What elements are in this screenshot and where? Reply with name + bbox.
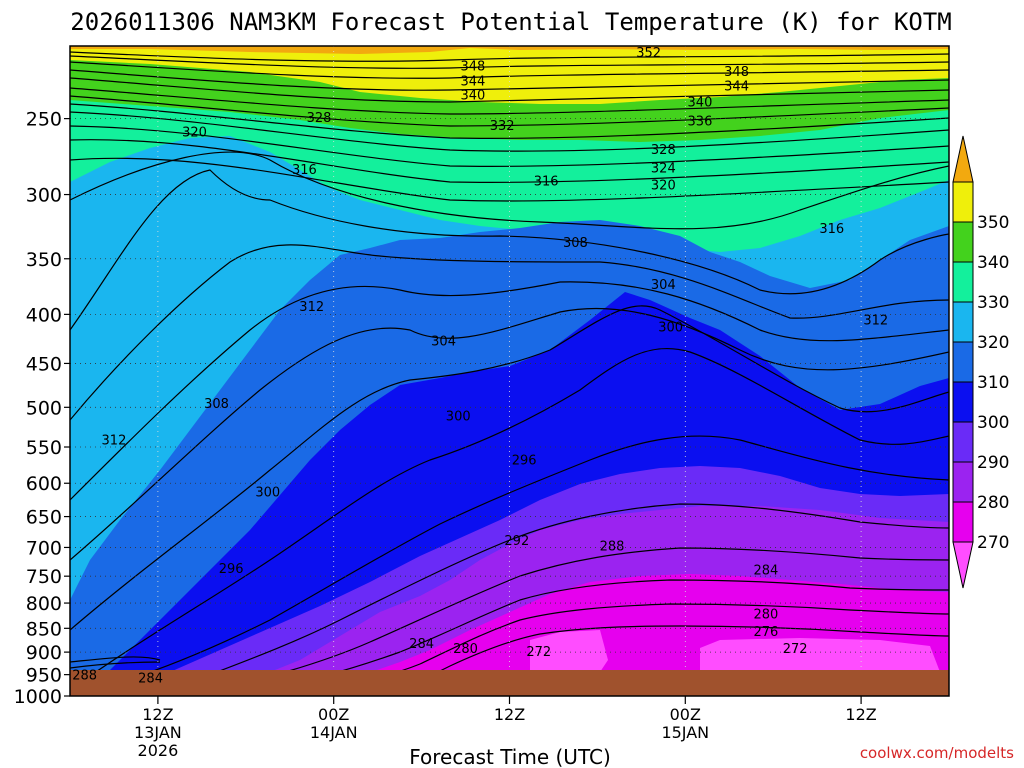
contour-label: 336 bbox=[688, 114, 713, 129]
colorbar-segment bbox=[952, 301, 974, 343]
y-tick-label: 600 bbox=[26, 473, 62, 495]
contour-label: 272 bbox=[783, 642, 808, 657]
colorbar-tick-label: 310 bbox=[977, 373, 1009, 393]
x-tick-label: 00Z bbox=[670, 705, 701, 724]
pressure-axis: 2503003504004505005506006507007508008509… bbox=[14, 109, 70, 708]
contour-label: 292 bbox=[504, 534, 529, 549]
colorbar-tick-label: 290 bbox=[977, 453, 1009, 473]
temperature-colorbar: 270 280 290 300 310 320 330 340 350 bbox=[952, 135, 1009, 589]
contour-label: 284 bbox=[409, 637, 434, 652]
x-tick-label: 12Z bbox=[845, 705, 876, 724]
y-tick-label: 700 bbox=[26, 537, 62, 559]
contour-label: 312 bbox=[863, 314, 888, 329]
contour-label: 280 bbox=[753, 607, 778, 622]
contour-label: 272 bbox=[526, 645, 551, 660]
colorbar-segment bbox=[952, 461, 974, 503]
colorbar-tick-label: 350 bbox=[977, 213, 1009, 233]
y-tick-label: 800 bbox=[26, 593, 62, 615]
y-tick-label: 500 bbox=[26, 397, 62, 419]
contour-label: 284 bbox=[753, 563, 778, 578]
contour-label: 288 bbox=[72, 669, 97, 684]
contour-label: 288 bbox=[600, 540, 625, 555]
contour-label: 300 bbox=[446, 410, 471, 425]
contour-label: 316 bbox=[292, 163, 317, 178]
colorbar-segment bbox=[952, 341, 974, 383]
isentrope-contours bbox=[70, 51, 949, 696]
colorbar-segment bbox=[952, 221, 974, 263]
contour-label: 284 bbox=[138, 671, 163, 686]
contour-label: 352 bbox=[636, 46, 661, 61]
x-tick-label: 12Z bbox=[142, 705, 173, 724]
contour-label: 344 bbox=[724, 80, 749, 95]
x-tick-label: 12Z bbox=[494, 705, 525, 724]
x-tick-label: 00Z bbox=[318, 705, 349, 724]
contour-label: 296 bbox=[512, 454, 537, 469]
contour-label: 348 bbox=[724, 65, 749, 80]
layer-below-270 bbox=[530, 630, 940, 672]
contour-label: 348 bbox=[460, 59, 485, 74]
y-tick-label: 1000 bbox=[14, 686, 62, 708]
contour-label: 340 bbox=[688, 96, 713, 111]
contour-label: 280 bbox=[453, 642, 478, 657]
contour-label: 328 bbox=[307, 111, 332, 126]
contour-label: 300 bbox=[255, 485, 280, 500]
contour-label: 316 bbox=[819, 222, 844, 237]
contour-label: 312 bbox=[299, 300, 324, 315]
contour-label: 300 bbox=[658, 321, 683, 336]
contour-label: 332 bbox=[490, 119, 515, 134]
colorbar-segment bbox=[952, 181, 974, 223]
colorbar-tick-label: 280 bbox=[977, 493, 1009, 513]
contour-label: 340 bbox=[460, 89, 485, 104]
x-axis-title: Forecast Time (UTC) bbox=[409, 745, 611, 768]
contour-label: 324 bbox=[651, 161, 676, 176]
time-grid bbox=[157, 46, 862, 696]
contour-label: 304 bbox=[431, 335, 456, 350]
contour-label: 316 bbox=[534, 174, 559, 189]
y-tick-label: 300 bbox=[26, 185, 62, 207]
terrain-band bbox=[70, 670, 949, 696]
contour-label: 344 bbox=[460, 74, 485, 89]
contour-label: 320 bbox=[182, 126, 207, 141]
colorbar-segment bbox=[952, 421, 974, 463]
colorbar-tick-label: 320 bbox=[977, 333, 1009, 353]
y-tick-label: 750 bbox=[26, 566, 62, 588]
colorbar-segment bbox=[952, 381, 974, 423]
contour-label: 312 bbox=[102, 433, 127, 448]
chart-title: 2026011306 NAM3KM Forecast Potential Tem… bbox=[70, 8, 951, 36]
colorbar-tick-label: 270 bbox=[977, 533, 1009, 553]
contour-label: 308 bbox=[204, 397, 229, 412]
y-tick-label: 350 bbox=[26, 249, 62, 271]
credit-link[interactable]: coolwx.com/modelts bbox=[860, 744, 1014, 762]
contour-label: 304 bbox=[651, 278, 676, 293]
colorbar-segment bbox=[952, 501, 974, 543]
contour-label: 328 bbox=[651, 143, 676, 158]
y-tick-label: 250 bbox=[26, 109, 62, 131]
x-tick-label: 13JAN bbox=[134, 723, 182, 742]
colorbar-segment bbox=[952, 261, 974, 303]
y-tick-label: 650 bbox=[26, 507, 62, 529]
colorbar-top-extension bbox=[952, 135, 974, 183]
contour-label: 276 bbox=[753, 625, 778, 640]
y-tick-label: 950 bbox=[26, 665, 62, 687]
y-tick-label: 550 bbox=[26, 437, 62, 459]
x-tick-label: 2026 bbox=[138, 741, 179, 760]
colorbar-tick-label: 340 bbox=[977, 253, 1009, 273]
colorbar-tick-label: 300 bbox=[977, 413, 1009, 433]
contour-label: 320 bbox=[651, 179, 676, 194]
y-tick-label: 900 bbox=[26, 642, 62, 664]
contour-label: 296 bbox=[219, 562, 244, 577]
contour-label: 308 bbox=[563, 236, 588, 251]
y-tick-label: 400 bbox=[26, 304, 62, 326]
x-tick-label: 15JAN bbox=[661, 723, 709, 742]
y-tick-label: 450 bbox=[26, 353, 62, 375]
plot-area bbox=[70, 46, 949, 696]
x-tick-label: 14JAN bbox=[310, 723, 358, 742]
colorbar-bottom-extension bbox=[952, 541, 974, 589]
y-tick-label: 850 bbox=[26, 618, 62, 640]
colorbar-tick-label: 330 bbox=[977, 293, 1009, 313]
